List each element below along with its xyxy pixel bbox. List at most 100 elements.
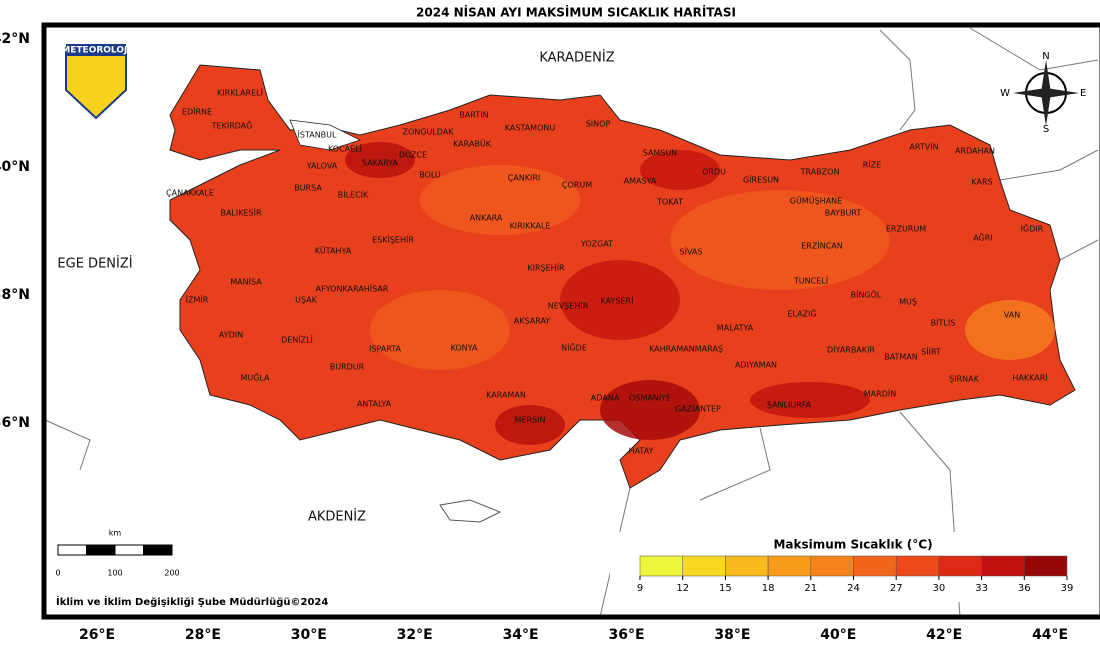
colorbar-segment bbox=[639, 555, 683, 577]
lon-label: 32°E bbox=[397, 627, 433, 643]
compass-n: N bbox=[1042, 51, 1049, 62]
province-label: MARDİN bbox=[864, 389, 896, 399]
scale-label: 0 bbox=[55, 569, 60, 578]
province-label: ISPARTA bbox=[369, 345, 401, 354]
lat-label: 40°N bbox=[0, 159, 30, 175]
province-label: RİZE bbox=[863, 160, 881, 170]
province-label: SİVAS bbox=[680, 247, 703, 257]
colorbar-segment bbox=[938, 555, 982, 577]
province-label: AĞRI bbox=[973, 232, 992, 243]
province-label: KASTAMONU bbox=[505, 124, 556, 133]
title: 2024 NİSAN AYI MAKSİMUM SICAKLIK HARİTAS… bbox=[416, 5, 736, 20]
logo-text: METEOROLOJİ bbox=[61, 45, 130, 56]
province-label: KÜTAHYA bbox=[315, 246, 352, 256]
province-label: TOKAT bbox=[656, 198, 683, 207]
colorbar-segment bbox=[682, 555, 726, 577]
sea-label: AKDENİZ bbox=[308, 509, 366, 525]
province-label: HATAY bbox=[629, 447, 654, 456]
lat-label: 36°N bbox=[0, 415, 30, 431]
lon-label: 36°E bbox=[608, 627, 644, 643]
colorbar-tick-label: 12 bbox=[676, 583, 689, 594]
colorbar-tick-label: 30 bbox=[933, 583, 946, 594]
province-label: AMASYA bbox=[624, 177, 657, 186]
province-label: BİTLİS bbox=[931, 318, 956, 328]
province-label: BARTIN bbox=[459, 111, 488, 120]
province-label: KARS bbox=[971, 178, 992, 187]
colorbar-segment bbox=[725, 555, 769, 577]
province-label: ARDAHAN bbox=[955, 147, 995, 156]
colorbar-tick-label: 36 bbox=[1018, 583, 1031, 594]
province-label: ŞIRNAK bbox=[949, 375, 979, 384]
province-label: KIRŞEHİR bbox=[527, 263, 565, 273]
lon-label: 34°E bbox=[503, 627, 539, 643]
province-label: GÜMÜŞHANE bbox=[790, 196, 842, 206]
compass-s: S bbox=[1043, 124, 1049, 135]
compass-w: W bbox=[1000, 88, 1010, 99]
colorbar-segment bbox=[895, 555, 940, 577]
scale-label: 100 bbox=[107, 569, 122, 578]
province-label: GİRESUN bbox=[743, 175, 779, 185]
province-label: BİNGÖL bbox=[851, 290, 882, 300]
province-label: GAZİANTEP bbox=[675, 404, 721, 414]
province-label: EDİRNE bbox=[182, 107, 212, 117]
map-area bbox=[44, 27, 1099, 618]
lon-label: 38°E bbox=[714, 627, 750, 643]
colorbar-tick-label: 18 bbox=[762, 583, 775, 594]
province-label: KIRIKKALE bbox=[510, 222, 551, 231]
province-label: DÜZCE bbox=[399, 150, 427, 160]
province-label: YALOVA bbox=[306, 162, 338, 171]
colorbar-segment bbox=[767, 555, 812, 577]
province-label: ÇANKIRI bbox=[508, 174, 541, 183]
colorbar-tick-label: 9 bbox=[637, 583, 643, 594]
province-label: ÇANAKKALE bbox=[166, 189, 214, 198]
province-label: KIRKLARELİ bbox=[217, 88, 263, 98]
province-label: BALIKESİR bbox=[220, 208, 262, 218]
province-label: ZONGULDAK bbox=[402, 128, 454, 137]
scale-segment bbox=[86, 544, 116, 556]
province-label: ERZURUM bbox=[886, 225, 926, 234]
colorbar-segment bbox=[1024, 555, 1068, 577]
province-label: AYDIN bbox=[219, 331, 243, 340]
colorbar: 9 12 15 18 21 24 27 30 33 36 39 bbox=[637, 555, 1074, 594]
province-label: ŞANLIURFA bbox=[767, 401, 812, 410]
lon-label: 26°E bbox=[79, 627, 115, 643]
province-label: BAYBURT bbox=[825, 209, 862, 218]
map-frame bbox=[41, 22, 1100, 620]
lat-label: 38°N bbox=[0, 287, 30, 303]
province-label: MUŞ bbox=[899, 298, 917, 307]
province-label: ESKİŞEHİR bbox=[372, 235, 414, 245]
province-label: NEVŞEHİR bbox=[548, 301, 589, 311]
province-label: YOZGAT bbox=[580, 240, 613, 249]
temperature-zones bbox=[345, 142, 1055, 445]
province-label: BOLU bbox=[419, 171, 441, 180]
cyprus bbox=[439, 499, 502, 523]
province-label: NİĞDE bbox=[561, 342, 587, 353]
province-label: BATMAN bbox=[884, 353, 918, 362]
province-label: KARAMAN bbox=[486, 391, 526, 400]
province-label: KONYA bbox=[451, 344, 478, 353]
province-label: KOCAELİ bbox=[328, 144, 362, 154]
compass: N E S W bbox=[1000, 51, 1086, 135]
colorbar-tick-label: 15 bbox=[719, 583, 732, 594]
province-label: MALATYA bbox=[717, 324, 754, 333]
province-label: ÇORUM bbox=[562, 181, 592, 190]
colorbar-tick-label: 39 bbox=[1061, 583, 1074, 594]
labels: KIRKLARELİEDİRNETEKİRDAĞİSTANBULKOCAELİS… bbox=[57, 50, 1047, 525]
lon-label: 40°E bbox=[820, 627, 856, 643]
marmara-sea bbox=[289, 119, 362, 151]
province-label: UŞAK bbox=[295, 296, 318, 305]
colorbar-tick-label: 21 bbox=[804, 583, 817, 594]
province-label: SAMSUN bbox=[643, 149, 678, 158]
province-label: HAKKARİ bbox=[1012, 373, 1047, 383]
sea-label: EGE DENİZİ bbox=[57, 256, 132, 272]
province-label: BURDUR bbox=[330, 363, 365, 372]
province-label: VAN bbox=[1004, 311, 1020, 320]
scale-segment bbox=[114, 544, 144, 556]
logo: METEOROLOJİ bbox=[61, 44, 131, 120]
province-label: SİNOP bbox=[586, 119, 611, 129]
province-label: OSMANİYE bbox=[629, 393, 671, 403]
province-label: KAYSERİ bbox=[601, 296, 634, 306]
province-label: ADANA bbox=[591, 394, 620, 403]
province-label: AFYONKARAHİSAR bbox=[316, 284, 389, 294]
